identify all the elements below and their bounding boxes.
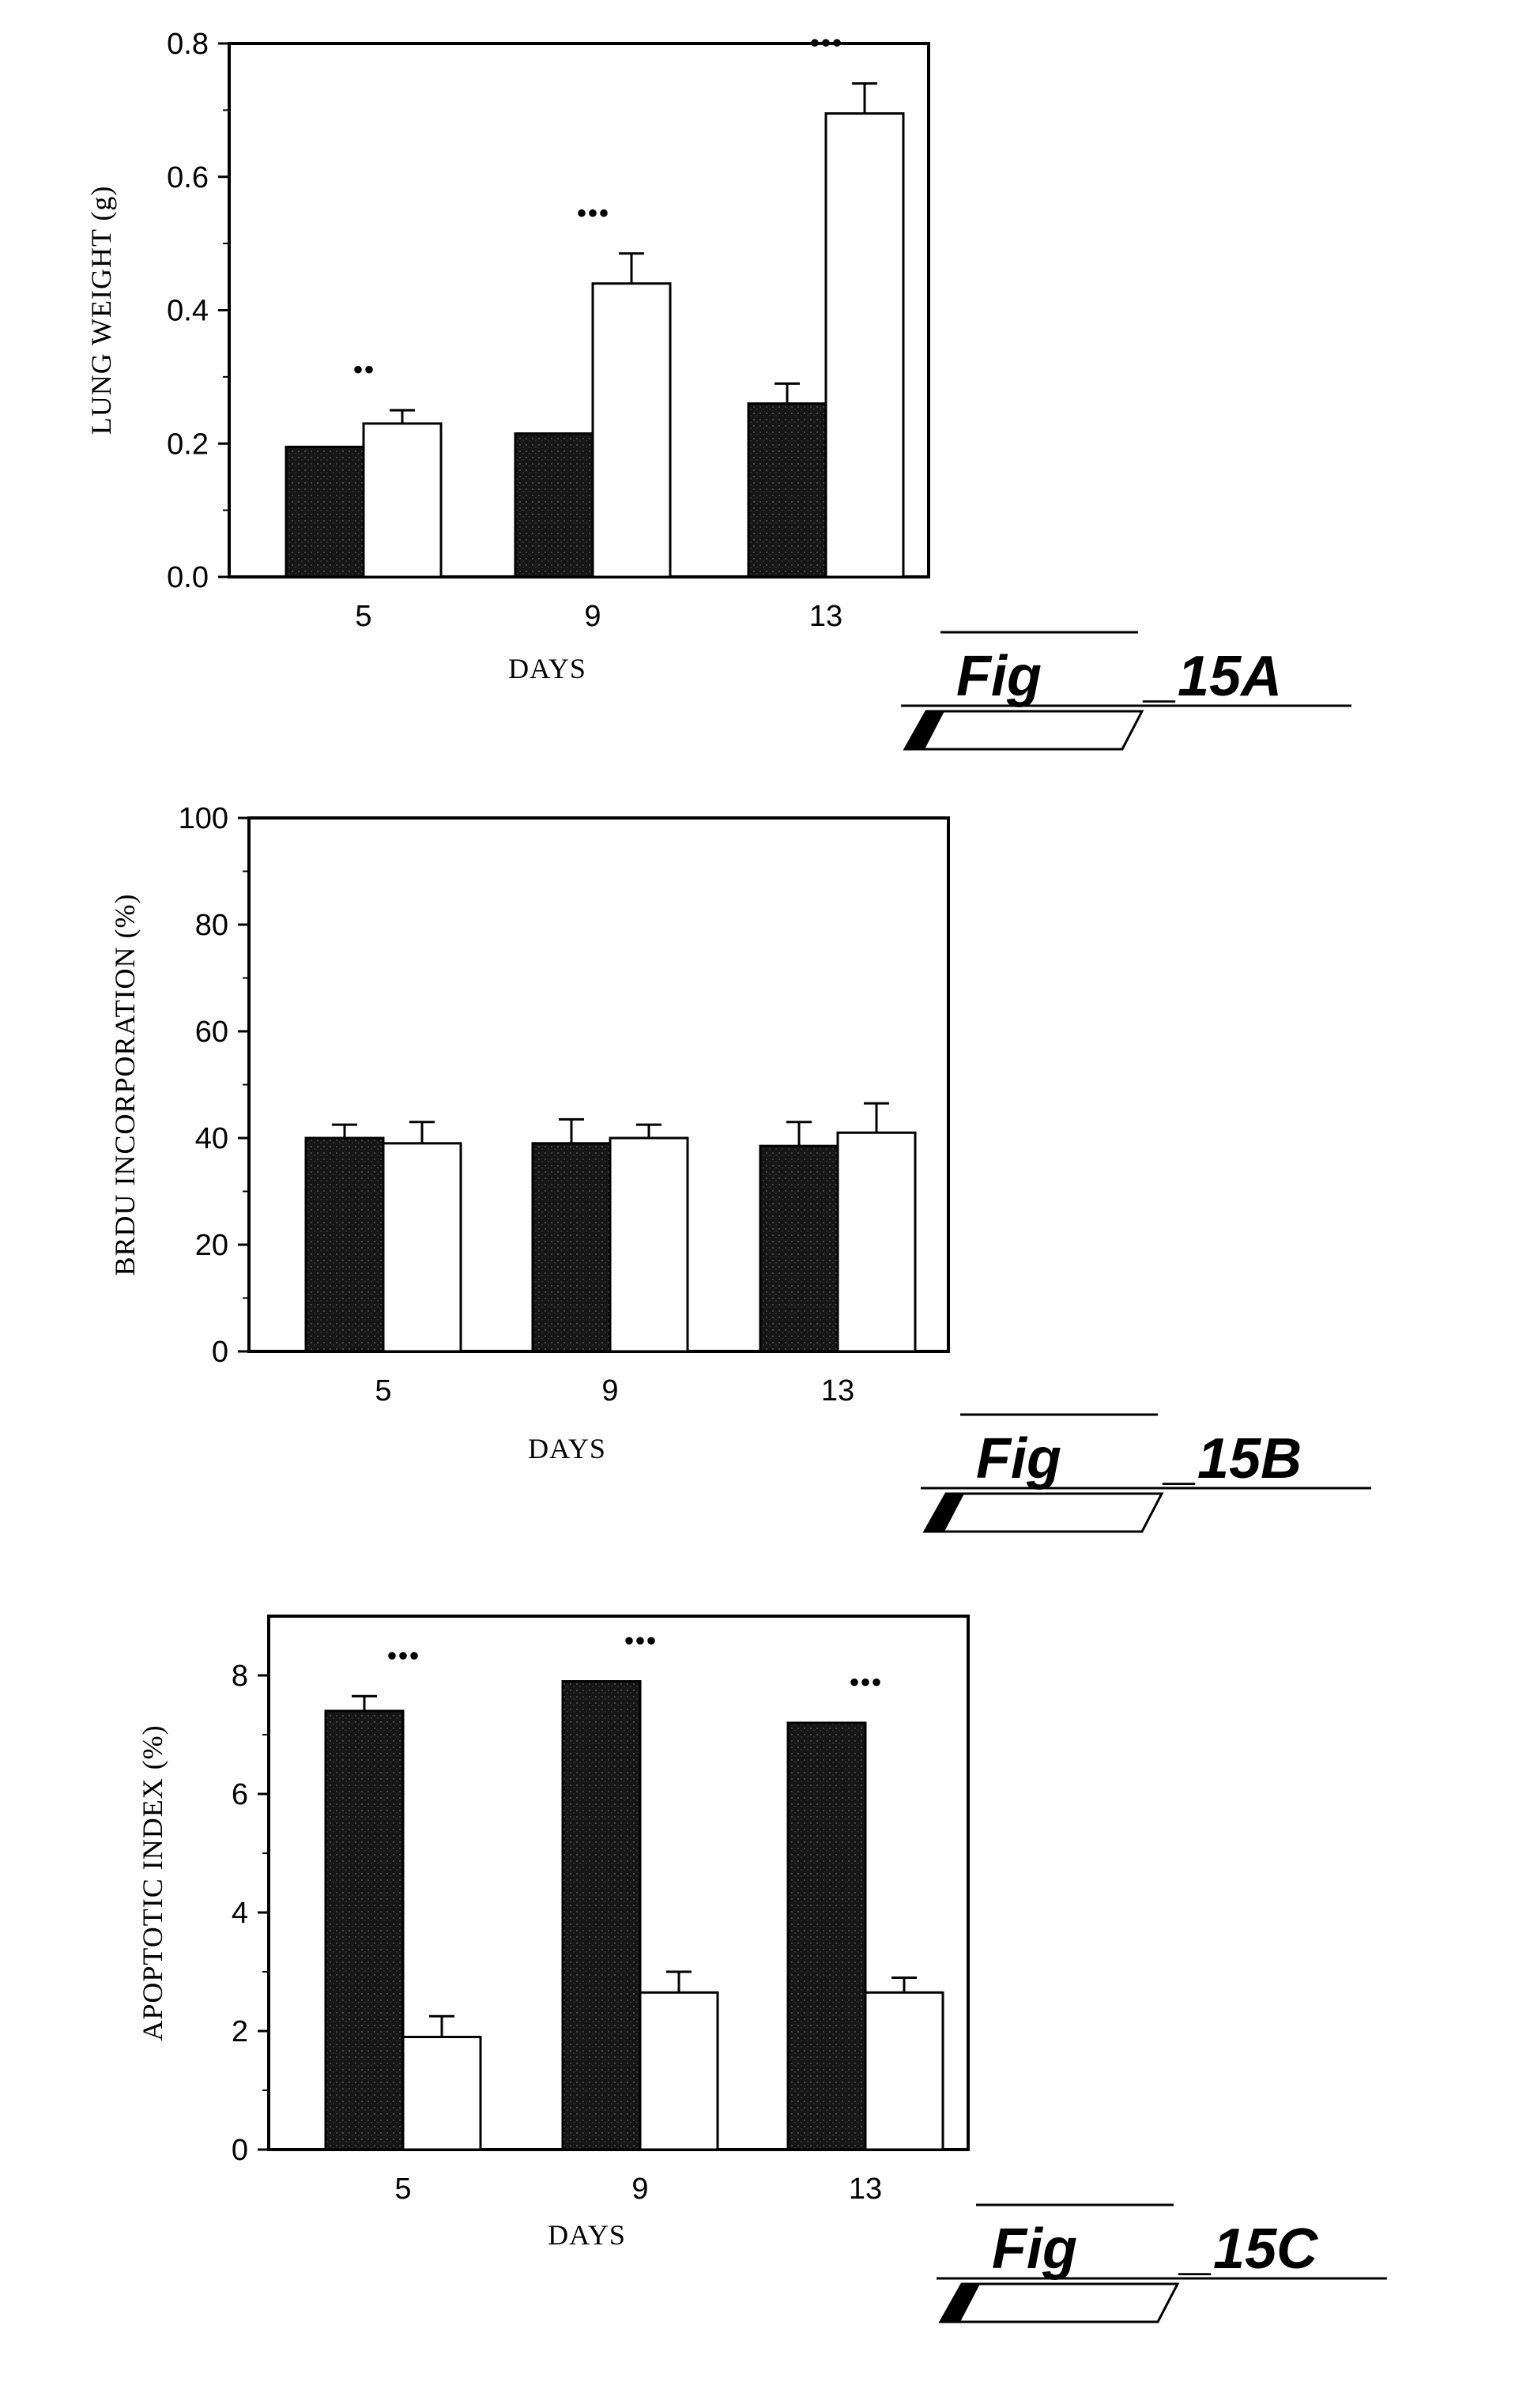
x-axis-label: DAYS: [508, 653, 586, 684]
y-tick-label: 60: [195, 1016, 228, 1049]
x-tick-label: 9: [601, 1374, 618, 1407]
bar-light-13: [865, 1992, 943, 2150]
bar-light-13: [826, 114, 903, 577]
y-tick-label: 0.4: [167, 295, 209, 328]
figure-label-15C: Fig _15C: [937, 2205, 1387, 2322]
y-tick-label: 0.8: [167, 28, 209, 61]
y-tick-label: 0.2: [167, 428, 209, 461]
bar-dark-9: [515, 434, 593, 577]
fig-prefix: Fig: [956, 645, 1042, 708]
x-tick-label: 5: [375, 1374, 391, 1407]
x-tick-label: 9: [631, 2172, 648, 2206]
bar-light-13: [838, 1132, 915, 1351]
chart-panel-15A: 0.0 0.2 0.4 0.6 0.8 •• 5 ••• 9 ••• 13 DAYS LUNG WEIG…: [85, 25, 1351, 749]
bar-dark-5: [286, 447, 364, 577]
bar-dark-9: [563, 1682, 640, 2150]
x-tick-label: 5: [355, 600, 371, 633]
y-tick-label: 40: [195, 1122, 228, 1155]
bar-light-5: [383, 1144, 461, 1351]
y-tick-label: 6: [232, 1778, 248, 1811]
y-tick-label: 0.6: [167, 161, 209, 194]
bar-light-5: [364, 424, 441, 577]
y-tick-label: 100: [179, 802, 228, 835]
y-tick-label: 0.0: [167, 561, 209, 594]
significance-marker: •••: [809, 25, 842, 61]
bar-dark-5: [306, 1138, 383, 1351]
x-axis-label: DAYS: [548, 2219, 626, 2251]
x-tick-label: 13: [809, 600, 842, 633]
y-tick-label: 0: [212, 1336, 228, 1369]
significance-marker: •••: [624, 1623, 657, 1659]
y-tick-label: 4: [232, 1897, 248, 1930]
x-tick-label: 9: [584, 600, 601, 633]
figure-label-15A: Fig _15A: [901, 632, 1351, 749]
bar-dark-13: [748, 404, 826, 577]
y-tick-label: 2: [232, 2015, 248, 2048]
bar-light-9: [640, 1992, 718, 2150]
figure-number: _15C: [1178, 2218, 1318, 2281]
bar-dark-13: [788, 1723, 865, 2150]
y-tick-label: 20: [195, 1229, 228, 1262]
chart-panel-15C: 0 2 4 6 8 ••• 5 ••• 9 ••• 13 DAYS APOPTOTIC INDEX (%…: [137, 1616, 1387, 2322]
bar-dark-5: [326, 1711, 403, 2150]
bar-light-5: [403, 2037, 481, 2150]
bar-dark-9: [533, 1144, 610, 1351]
figure-number: _15B: [1162, 1427, 1302, 1490]
x-axis-label: DAYS: [528, 1433, 606, 1464]
y-tick-label: 80: [195, 909, 228, 942]
significance-marker: •••: [386, 1637, 420, 1673]
y-axis-label: APOPTOTIC INDEX (%): [137, 1724, 168, 2041]
bar-light-9: [593, 284, 670, 577]
chart-panel-15B: 0 20 40 60 80 100 5 9 13 DAYS BRDU INCORPORATION (…: [109, 802, 1371, 1532]
y-axis-label: LUNG WEIGHT (g): [85, 186, 117, 435]
x-tick-label: 13: [821, 1374, 854, 1407]
x-tick-label: 13: [849, 2172, 882, 2206]
y-tick-label: 0: [232, 2134, 248, 2167]
fig-prefix: Fig: [992, 2218, 1077, 2281]
bar-light-9: [610, 1138, 688, 1351]
significance-marker: •••: [849, 1664, 882, 1700]
figure-label-15B: Fig _15B: [921, 1415, 1371, 1532]
y-tick-label: 8: [232, 1660, 248, 1693]
bar-dark-13: [760, 1146, 838, 1351]
fig-prefix: Fig: [976, 1427, 1061, 1490]
figure-number: _15A: [1142, 645, 1282, 708]
significance-marker: ••: [352, 352, 375, 387]
x-tick-label: 5: [394, 2172, 411, 2206]
y-axis-label: BRDU INCORPORATION (%): [109, 893, 141, 1276]
significance-marker: •••: [576, 195, 609, 231]
